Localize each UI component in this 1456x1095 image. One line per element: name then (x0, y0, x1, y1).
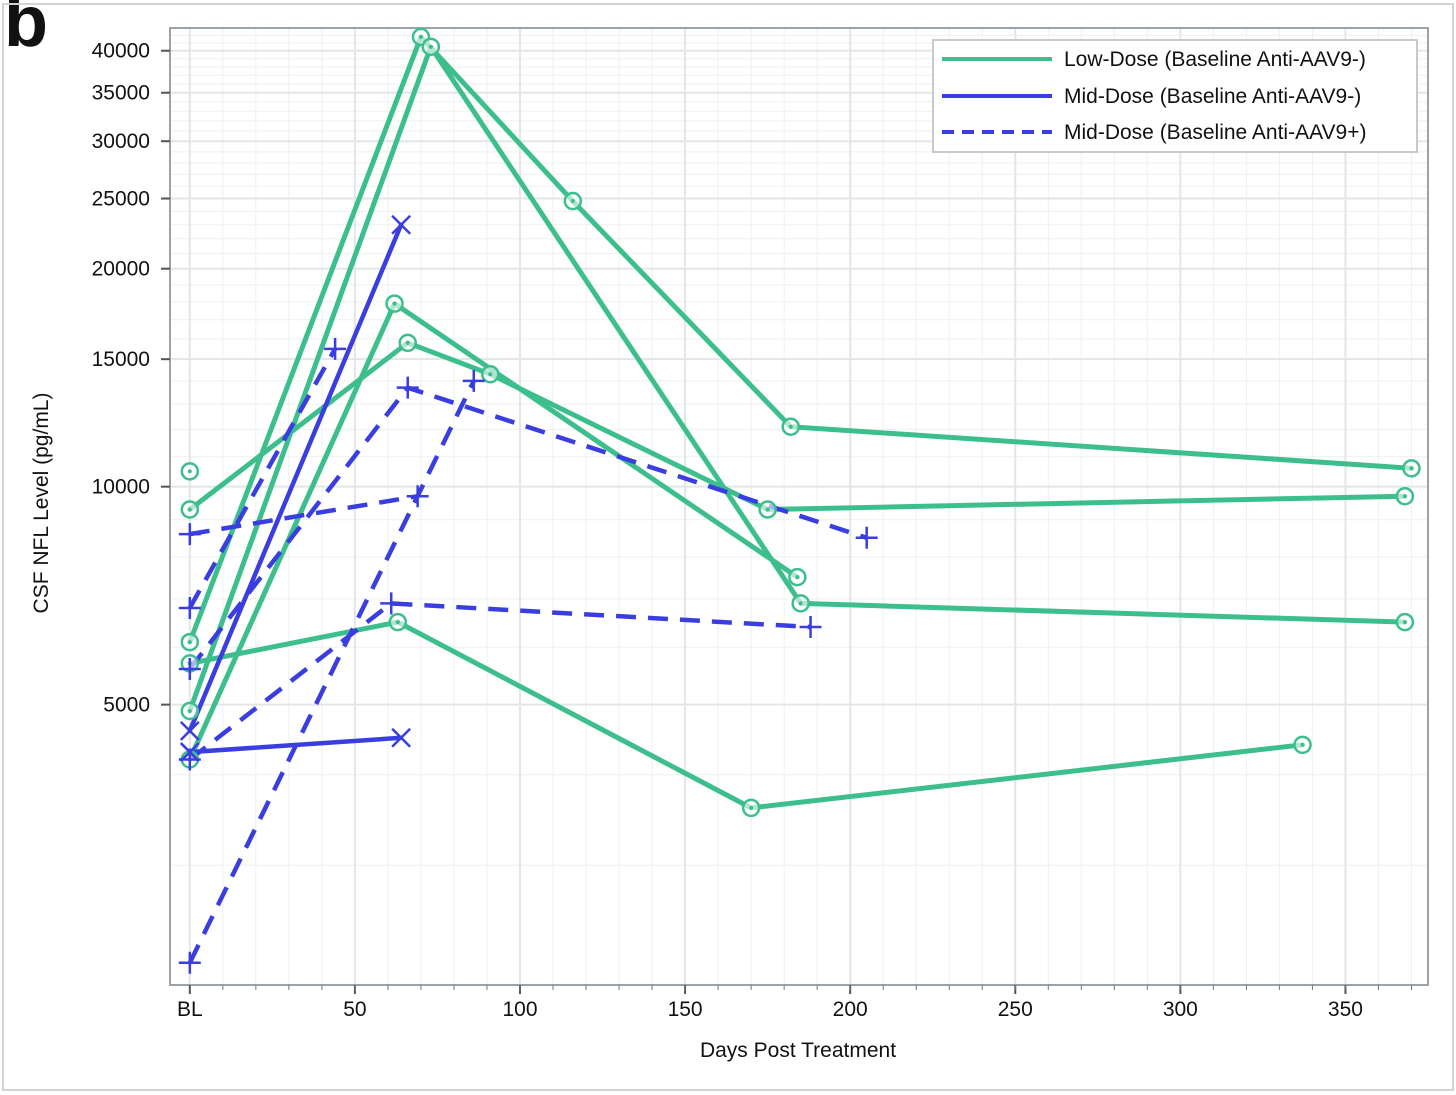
y-tick-label: 15000 (92, 348, 150, 371)
data-point-dot (765, 507, 770, 512)
data-point-dot (418, 34, 423, 39)
data-point-plus (799, 616, 822, 639)
data-point-x (391, 727, 412, 748)
series-line-mid_pos (187, 347, 338, 610)
data-point-dot (1402, 620, 1407, 625)
x-tick-label: 300 (1163, 998, 1198, 1021)
data-point-dot (187, 708, 192, 713)
data-point-plus (855, 526, 878, 549)
figure-border (2, 3, 1454, 1091)
data-point-plus (178, 596, 201, 619)
x-tick-label: 100 (502, 998, 537, 1021)
series-layer (187, 34, 1414, 964)
data-point-plus (462, 369, 485, 392)
series-line-low (187, 44, 1408, 714)
data-point-dot (749, 805, 754, 810)
data-point-plus (178, 523, 201, 546)
data-point-plus (396, 376, 419, 399)
data-point-x (179, 720, 200, 741)
data-point-dot (570, 199, 575, 204)
y-axis-title: CSF NFL Level (pg/mL) (30, 393, 53, 614)
legend-label-low-dose: Low-Dose (Baseline Anti-AAV9-) (1064, 48, 1366, 71)
data-point-dot (395, 620, 400, 625)
data-point-x (391, 214, 412, 235)
data-point-plus (178, 748, 201, 771)
x-axis-title: Days Post Treatment (700, 1039, 896, 1062)
series-line-mid_pos (189, 493, 418, 537)
data-point-dot (405, 340, 410, 345)
y-tick-label: 10000 (92, 476, 150, 499)
x-tick-label: 350 (1328, 998, 1363, 1021)
data-point-plus (178, 657, 201, 680)
y-tick-label: 25000 (92, 188, 150, 211)
series-line-mid_pos (187, 379, 476, 964)
data-point-plus (380, 592, 403, 615)
data-point-dot (187, 507, 192, 512)
legend-label-mid-dose-neg: Mid-Dose (Baseline Anti-AAV9-) (1064, 85, 1361, 108)
data-point-dot (428, 44, 433, 49)
series-line-mid_pos (188, 601, 811, 762)
data-point-dot (795, 575, 800, 580)
x-tick-label: 200 (833, 998, 868, 1021)
data-point-dot (1409, 466, 1414, 471)
y-tick-label: 5000 (103, 694, 150, 717)
data-point-dot (392, 301, 397, 306)
data-point-dot (788, 424, 793, 429)
marker-layer (178, 27, 1421, 974)
legend: Low-Dose (Baseline Anti-AAV9-) Mid-Dose … (932, 39, 1418, 153)
data-point-dot (187, 469, 192, 474)
series-line-mid_neg (187, 222, 404, 734)
data-point-dot (1402, 494, 1407, 499)
plot-frame (169, 27, 1429, 986)
x-tick-label: 250 (998, 998, 1033, 1021)
data-point-plus (324, 337, 347, 360)
x-axis: BL 50 100 150 200 250 300 350 (177, 985, 1412, 1021)
gridlines (170, 28, 1428, 985)
y-tick-label: 40000 (92, 40, 150, 63)
y-tick-label: 20000 (92, 258, 150, 281)
legend-label-mid-dose-pos: Mid-Dose (Baseline Anti-AAV9+) (1064, 121, 1367, 144)
x-tick-label: 150 (668, 998, 703, 1021)
y-tick-label: 30000 (92, 130, 150, 153)
x-tick-label: 50 (343, 998, 366, 1021)
data-point-dot (187, 640, 192, 645)
data-point-plus (178, 951, 201, 974)
data-point-dot (488, 372, 493, 377)
series-line-low (187, 619, 1305, 811)
panel-label: b (4, 0, 48, 62)
y-axis: 5000 10000 15000 20000 25000 30000 35000 40000 (92, 40, 170, 717)
data-point-dot (798, 601, 803, 606)
data-point-dot (1300, 742, 1305, 747)
x-tick-label: BL (177, 998, 203, 1021)
data-point-plus (406, 485, 429, 508)
y-tick-label: 35000 (92, 82, 150, 105)
